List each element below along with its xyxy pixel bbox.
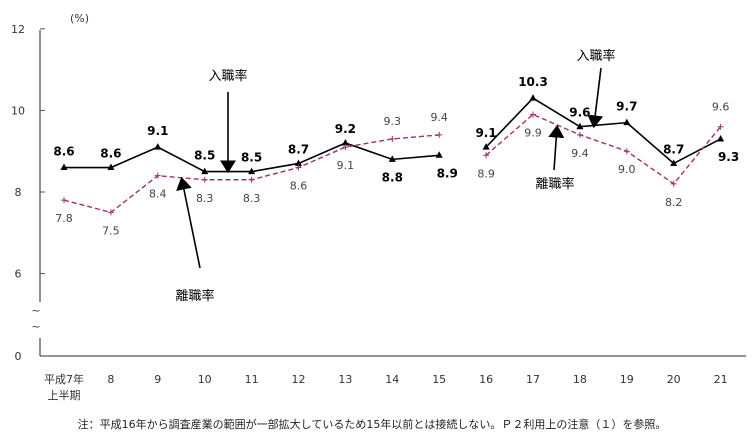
x-tick-label: 20 <box>667 373 681 386</box>
data-point-hiring <box>201 167 209 175</box>
series-line-separation <box>485 113 722 185</box>
data-label-separation: 9.4 <box>430 111 448 124</box>
data-point-hiring <box>154 143 162 150</box>
annotation-label: 入職率 <box>208 68 247 84</box>
data-point-separation <box>248 176 255 183</box>
data-label-separation: 8.4 <box>149 188 167 201</box>
y-tick-label: 8 <box>15 186 22 199</box>
x-tick-label: 9 <box>154 373 161 386</box>
data-point-hiring <box>435 151 443 158</box>
data-label-separation: 8.3 <box>243 192 261 205</box>
data-point-separation <box>201 176 208 183</box>
footnote: 注：平成16年から調査産業の範囲が一部拡大しているため15年以前とは接続しない。… <box>78 417 667 431</box>
x-tick-label: 15 <box>432 373 446 386</box>
data-label-separation: 8.9 <box>477 167 495 180</box>
data-point-separation <box>530 111 536 118</box>
data-point-separation <box>154 172 161 179</box>
data-point-hiring <box>341 139 349 146</box>
x-tick-label: 18 <box>573 373 587 386</box>
data-point-separation <box>342 144 349 151</box>
data-label-separation: 8.3 <box>196 192 214 205</box>
data-label-hiring: 9.1 <box>475 126 496 140</box>
data-point-hiring <box>107 163 115 171</box>
data-label-separation: 9.9 <box>524 126 542 139</box>
data-label-hiring: 8.5 <box>194 149 215 163</box>
axis-break-mark: ~ <box>31 304 40 317</box>
data-label-hiring: 9.1 <box>147 124 168 138</box>
data-label-hiring: 9.7 <box>616 100 637 114</box>
data-label-hiring: 8.9 <box>437 166 458 180</box>
data-label-hiring: 8.5 <box>241 151 262 165</box>
data-label-separation: 7.8 <box>55 212 73 225</box>
annotation-arrow <box>587 67 604 129</box>
data-point-hiring <box>60 163 68 171</box>
data-point-hiring <box>670 159 678 166</box>
data-point-separation <box>623 148 630 155</box>
x-tick-label: 19 <box>620 373 634 386</box>
data-label-separation: 8.6 <box>290 180 308 193</box>
data-point-hiring <box>482 143 490 150</box>
data-label-separation: 9.1 <box>337 159 355 172</box>
data-point-hiring <box>529 94 537 101</box>
data-label-hiring: 9.3 <box>718 150 739 164</box>
x-tick-label: 14 <box>385 373 399 386</box>
data-label-hiring: 8.7 <box>288 142 309 156</box>
y-tick-label: 6 <box>15 268 22 281</box>
data-label-hiring: 10.3 <box>518 75 548 89</box>
data-label-hiring: 9.6 <box>569 106 590 120</box>
data-point-separation <box>436 131 443 138</box>
data-label-hiring: 8.8 <box>382 170 403 184</box>
data-point-separation <box>670 180 677 187</box>
unit-label: (%) <box>70 12 89 25</box>
x-tick-label: 16 <box>479 373 493 386</box>
axis-break-mark: ~ <box>31 320 40 333</box>
annotation-label: 離職率 <box>535 176 574 192</box>
data-point-hiring <box>576 122 584 130</box>
x-tick-label: 13 <box>338 373 352 386</box>
y-tick-label: 12 <box>11 23 25 36</box>
data-point-hiring <box>623 118 631 126</box>
series-line-hiring <box>485 97 721 165</box>
data-point-separation <box>61 197 67 204</box>
x-tick-label: 17 <box>526 373 540 386</box>
data-label-hiring: 8.7 <box>663 142 684 156</box>
data-point-separation <box>483 152 490 159</box>
data-point-separation <box>107 209 114 216</box>
x-tick-label: 21 <box>714 373 728 386</box>
annotation-arrow <box>548 124 565 171</box>
data-label-hiring: 8.6 <box>53 145 74 159</box>
data-point-separation <box>717 123 724 130</box>
annotation-arrow <box>176 176 201 269</box>
data-point-hiring <box>295 159 302 166</box>
annotation-label: 離職率 <box>175 288 214 304</box>
data-label-separation: 7.5 <box>102 224 120 237</box>
data-label-hiring: 9.2 <box>335 122 356 136</box>
data-label-separation: 8.2 <box>665 196 683 209</box>
x-tick-label: 上半期 <box>48 388 81 402</box>
data-point-hiring <box>717 134 725 142</box>
data-label-separation: 9.3 <box>384 115 402 128</box>
y-tick-label: 10 <box>11 104 25 117</box>
y-tick-label: 0 <box>15 350 22 363</box>
data-point-hiring <box>248 167 256 175</box>
x-tick-label: 10 <box>198 373 212 386</box>
data-label-hiring: 8.6 <box>100 147 121 161</box>
x-tick-label: 12 <box>292 373 306 386</box>
data-point-separation <box>576 131 583 138</box>
x-tick-label: 11 <box>245 373 259 386</box>
data-label-separation: 9.4 <box>571 147 589 160</box>
x-tick-label: 8 <box>107 373 114 386</box>
annotation-label: 入職率 <box>576 48 615 64</box>
data-point-separation <box>389 135 396 142</box>
data-point-separation <box>295 164 302 171</box>
data-point-hiring <box>388 155 396 162</box>
data-label-separation: 9.6 <box>712 101 730 114</box>
x-tick-label: 平成7年 <box>44 372 84 386</box>
data-label-separation: 9.0 <box>618 163 636 176</box>
